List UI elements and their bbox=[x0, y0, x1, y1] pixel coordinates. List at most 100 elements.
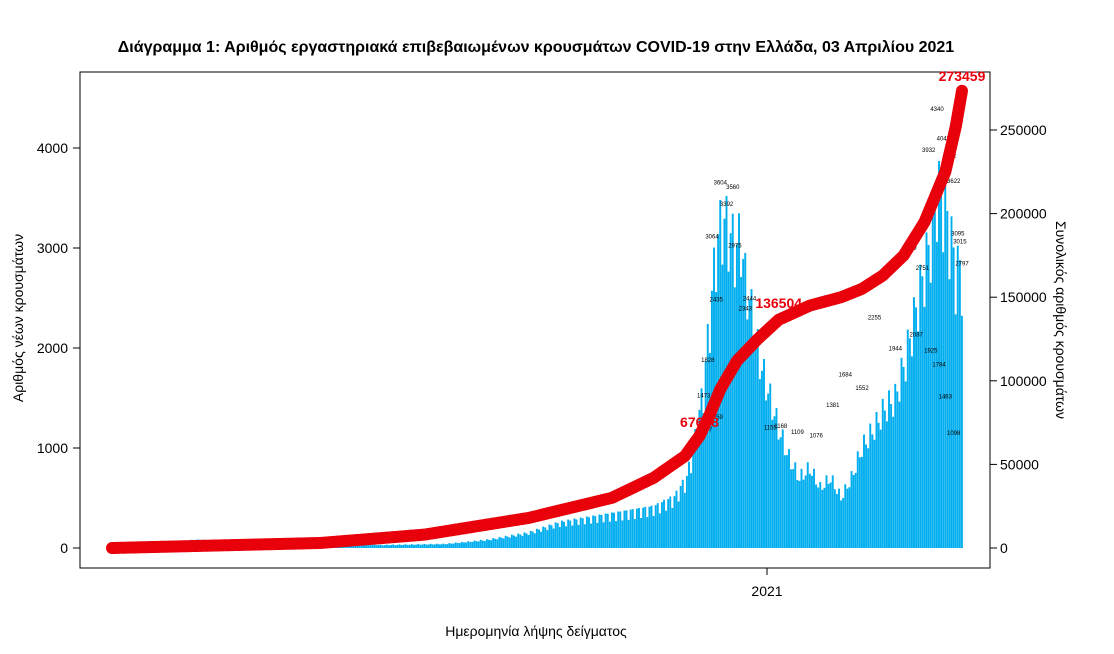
bar bbox=[788, 449, 790, 548]
bar bbox=[419, 544, 422, 548]
bar bbox=[515, 536, 518, 548]
bar bbox=[452, 543, 455, 548]
bar bbox=[800, 468, 803, 548]
bar bbox=[906, 329, 909, 548]
bar-data-label: 3392 bbox=[720, 202, 734, 208]
bar bbox=[690, 473, 693, 548]
bar bbox=[573, 518, 576, 548]
bar bbox=[727, 271, 730, 548]
bar bbox=[840, 500, 843, 548]
bar bbox=[510, 534, 513, 548]
bar bbox=[550, 525, 553, 548]
bar-data-label: 1944 bbox=[889, 347, 903, 353]
x-axis-label: Ημερομηνία λήψης δείγματος bbox=[445, 623, 627, 639]
bar bbox=[771, 419, 774, 548]
bar bbox=[479, 539, 482, 548]
bar bbox=[648, 506, 651, 548]
bar bbox=[910, 356, 913, 548]
bar bbox=[871, 434, 874, 548]
bar bbox=[823, 487, 826, 548]
bar bbox=[635, 508, 638, 548]
bar bbox=[790, 469, 793, 548]
y-axis-label-right: Συνολικός αριθμός κρουσμάτων bbox=[1053, 221, 1069, 419]
bar bbox=[952, 247, 955, 548]
bar bbox=[429, 543, 432, 548]
bar bbox=[842, 497, 845, 548]
bar bbox=[410, 544, 413, 548]
bar-data-label: 1552 bbox=[855, 386, 869, 392]
bar bbox=[567, 519, 570, 548]
axes: 0 1000 2000 3000 4000 0 50000 100000 150000 20000… bbox=[37, 122, 1047, 599]
x-tick-label: 2021 bbox=[751, 583, 782, 599]
bar bbox=[571, 525, 574, 548]
bar bbox=[552, 528, 555, 548]
bar bbox=[427, 544, 430, 548]
bar bbox=[673, 496, 676, 548]
bar-data-label: 3095 bbox=[951, 232, 965, 238]
bar bbox=[815, 484, 818, 548]
bar bbox=[363, 545, 365, 548]
bar bbox=[438, 544, 440, 548]
bar bbox=[692, 445, 695, 548]
bar bbox=[681, 479, 684, 548]
bar bbox=[633, 518, 636, 548]
y-tick-label-left: 2000 bbox=[37, 340, 68, 356]
bar bbox=[740, 277, 743, 548]
bar bbox=[658, 513, 661, 548]
bar bbox=[819, 482, 822, 548]
bar bbox=[477, 541, 480, 548]
bar bbox=[598, 514, 601, 548]
bar-data-label: 3622 bbox=[947, 179, 961, 185]
bar bbox=[777, 439, 780, 548]
bar bbox=[794, 462, 797, 548]
bar bbox=[373, 544, 376, 548]
bar bbox=[613, 512, 615, 548]
bar-data-label: 2435 bbox=[710, 298, 724, 304]
bar bbox=[360, 544, 363, 548]
bar bbox=[798, 480, 801, 548]
bar bbox=[506, 536, 509, 548]
bar-data-label: 2255 bbox=[868, 316, 882, 322]
bar bbox=[417, 544, 420, 548]
bar bbox=[538, 529, 540, 548]
bar bbox=[925, 232, 928, 548]
bar bbox=[675, 490, 678, 548]
bar bbox=[760, 370, 763, 548]
bar bbox=[473, 540, 476, 548]
bar bbox=[806, 462, 809, 548]
bar bbox=[492, 538, 495, 548]
bar bbox=[358, 544, 361, 548]
bar bbox=[660, 502, 663, 548]
bar bbox=[575, 519, 578, 548]
bar bbox=[383, 545, 386, 548]
bar bbox=[369, 545, 372, 548]
bar bbox=[423, 543, 426, 548]
bar bbox=[627, 519, 630, 548]
bar-data-label: 2751 bbox=[916, 266, 930, 272]
bar bbox=[485, 539, 488, 548]
bar bbox=[960, 315, 963, 548]
bar-data-label: 1684 bbox=[839, 373, 853, 379]
bar bbox=[619, 511, 622, 548]
bar bbox=[869, 423, 872, 548]
bar bbox=[694, 429, 697, 548]
bar bbox=[642, 507, 645, 548]
bar bbox=[400, 544, 403, 548]
bar bbox=[883, 410, 886, 548]
bar bbox=[531, 531, 534, 548]
bar bbox=[856, 451, 859, 548]
bar bbox=[931, 193, 934, 549]
bar bbox=[606, 513, 609, 548]
bar bbox=[496, 539, 499, 548]
bar bbox=[527, 535, 530, 548]
y-tick-label-right: 0 bbox=[1000, 540, 1008, 556]
bar bbox=[863, 434, 865, 548]
bar bbox=[892, 416, 895, 548]
bar bbox=[948, 279, 951, 548]
bar bbox=[792, 469, 795, 548]
bar bbox=[769, 383, 772, 548]
bar bbox=[831, 475, 834, 548]
bar bbox=[535, 528, 538, 548]
bar bbox=[721, 264, 724, 548]
